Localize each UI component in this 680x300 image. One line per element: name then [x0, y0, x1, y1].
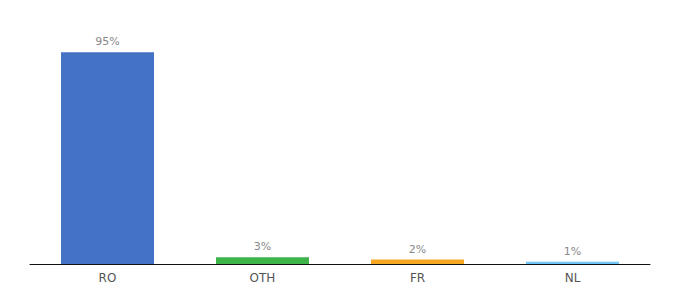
svg-text:95%: 95% [95, 35, 119, 48]
svg-text:3%: 3% [254, 240, 271, 253]
svg-text:1%: 1% [564, 245, 581, 258]
svg-text:NL: NL [565, 271, 581, 285]
svg-text:RO: RO [99, 271, 117, 285]
svg-text:FR: FR [410, 271, 425, 285]
svg-text:OTH: OTH [250, 271, 276, 285]
svg-text:2%: 2% [409, 243, 426, 256]
